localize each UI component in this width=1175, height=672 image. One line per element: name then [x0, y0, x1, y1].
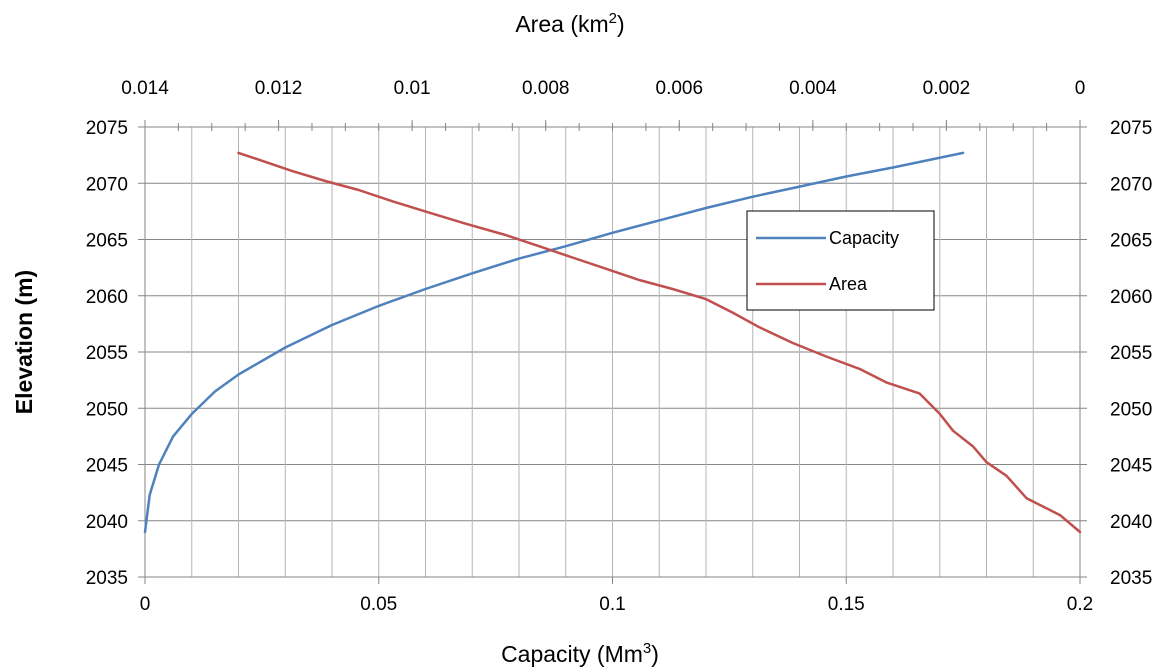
x-top-tick-label: 0.006	[656, 78, 704, 99]
tick-labels: 0 0.05 0.1 0.15 0.2 0.014 0.012 0.01 0.008 0.006 0…	[86, 78, 1153, 615]
legend-box	[746, 210, 935, 311]
x-top-tick-label: 0.002	[923, 78, 971, 99]
x-bottom-tick-label: 0	[140, 594, 151, 615]
x-bottom-axis-title: Capacity (Mm3)	[501, 640, 659, 667]
legend-label-area: Area	[829, 274, 868, 294]
x-top-tick-label: 0.014	[121, 78, 169, 99]
x-top-tick-label: 0.008	[522, 78, 570, 99]
y-left-tick-label: 2040	[86, 512, 128, 533]
y-left-tick-label: 2060	[86, 287, 128, 308]
x-bottom-tick-label: 0.05	[360, 594, 397, 615]
series-lines	[143, 151, 1082, 534]
x-top-axis-title: Area (km2)	[515, 10, 624, 37]
y-left-tick-label: 2045	[86, 456, 128, 477]
y-right-tick-label: 2045	[1110, 456, 1152, 477]
grid-lines	[145, 127, 1080, 577]
y-right-tick-label: 2065	[1110, 231, 1152, 252]
x-bottom-tick-label: 0.15	[828, 594, 865, 615]
y-left-tick-label: 2055	[86, 343, 128, 364]
y-left-tick-label: 2050	[86, 399, 128, 420]
y-left-tick-label: 2035	[86, 568, 128, 589]
series-line-area	[237, 151, 1082, 534]
x-top-tick-label: 0.012	[255, 78, 303, 99]
y-right-tick-label: 2035	[1110, 568, 1152, 589]
axis-ticks	[138, 120, 1087, 584]
x-top-tick-label: 0.01	[394, 78, 431, 99]
y-right-tick-label: 2060	[1110, 287, 1152, 308]
x-top-tick-label: 0.004	[789, 78, 837, 99]
legend: Capacity Area	[746, 210, 935, 311]
series-line-capacity	[143, 151, 965, 534]
y-right-tick-label: 2070	[1110, 174, 1152, 195]
x-bottom-tick-label: 0.1	[599, 594, 625, 615]
x-bottom-tick-label: 0.2	[1067, 594, 1093, 615]
y-left-tick-label: 2070	[86, 174, 128, 195]
y-right-tick-label: 2050	[1110, 399, 1152, 420]
x-top-tick-label: 0	[1075, 78, 1086, 99]
y-left-tick-label: 2075	[86, 118, 128, 139]
y-right-tick-label: 2075	[1110, 118, 1152, 139]
y-right-tick-label: 2055	[1110, 343, 1152, 364]
y-left-tick-label: 2065	[86, 231, 128, 252]
y-right-tick-label: 2040	[1110, 512, 1152, 533]
y-axis-title: Elevation (m)	[11, 270, 37, 414]
legend-label-capacity: Capacity	[829, 228, 899, 248]
